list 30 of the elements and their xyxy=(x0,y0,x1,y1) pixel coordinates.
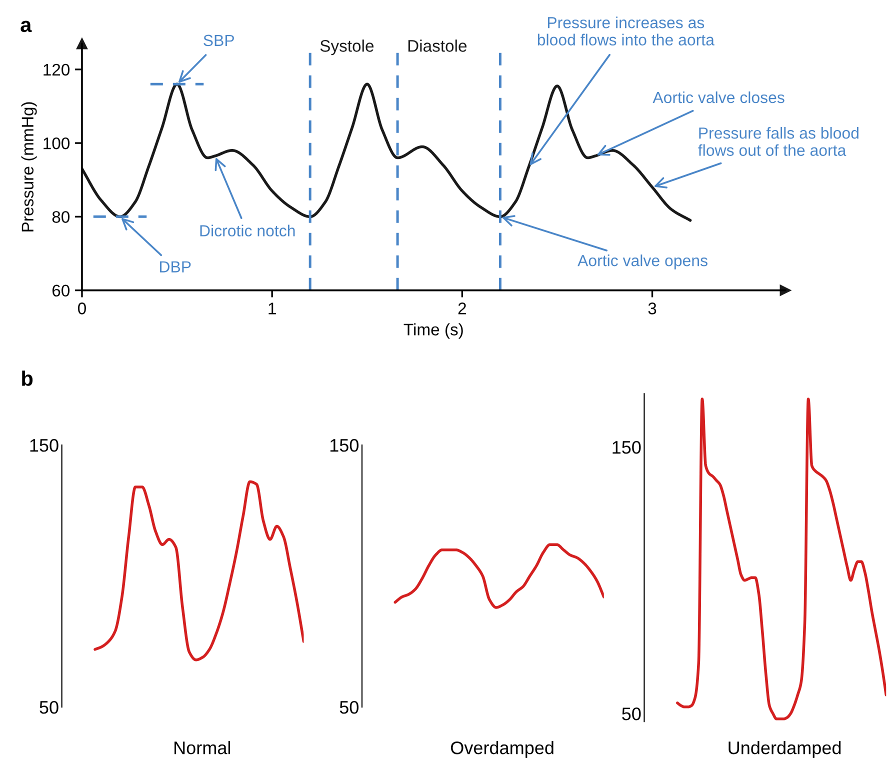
x-tick-label: 2 xyxy=(458,302,466,314)
y-tick-label: 50 xyxy=(40,700,58,714)
y-tick-label: 80 xyxy=(52,211,70,223)
y-tick-label: 50 xyxy=(340,700,358,714)
y-tick-label: 150 xyxy=(330,438,359,452)
ref-line-label: Diastole xyxy=(408,40,467,52)
x-axis-title: Time (s) xyxy=(404,323,463,339)
x-tick-label: 0 xyxy=(78,302,86,314)
ref-line-label: Systole xyxy=(320,40,374,56)
annotation: Aortic valve opens xyxy=(578,254,708,270)
chart-title: b xyxy=(22,370,33,386)
x-tick-label: 1 xyxy=(268,302,276,314)
x-axis-title: Underdamped xyxy=(728,741,841,758)
y-axis-title: Pressure (mmHg) xyxy=(21,102,37,232)
x-axis-title: Overdamped xyxy=(450,741,554,758)
annotation: Dicrotic notch xyxy=(200,224,295,236)
annotation: Pressure falls as blood flows out of the aorta xyxy=(698,127,858,156)
annotation: SBP xyxy=(204,34,234,46)
y-tick-label: 120 xyxy=(44,64,70,76)
x-axis-title: Normal xyxy=(174,741,230,754)
y-tick-label: 150 xyxy=(612,440,641,454)
annotation: Aortic valve closes xyxy=(652,91,784,104)
chart-title: a xyxy=(20,20,32,32)
y-tick-label: 50 xyxy=(622,708,641,720)
y-tick-label: 60 xyxy=(52,284,70,297)
x-tick-label: 3 xyxy=(648,302,656,314)
annotation: Pressure increases as blood flows into the aorta xyxy=(538,16,714,46)
annotation: DBP xyxy=(160,261,191,272)
y-tick-label: 100 xyxy=(44,137,70,150)
y-tick-label: 150 xyxy=(30,438,58,452)
